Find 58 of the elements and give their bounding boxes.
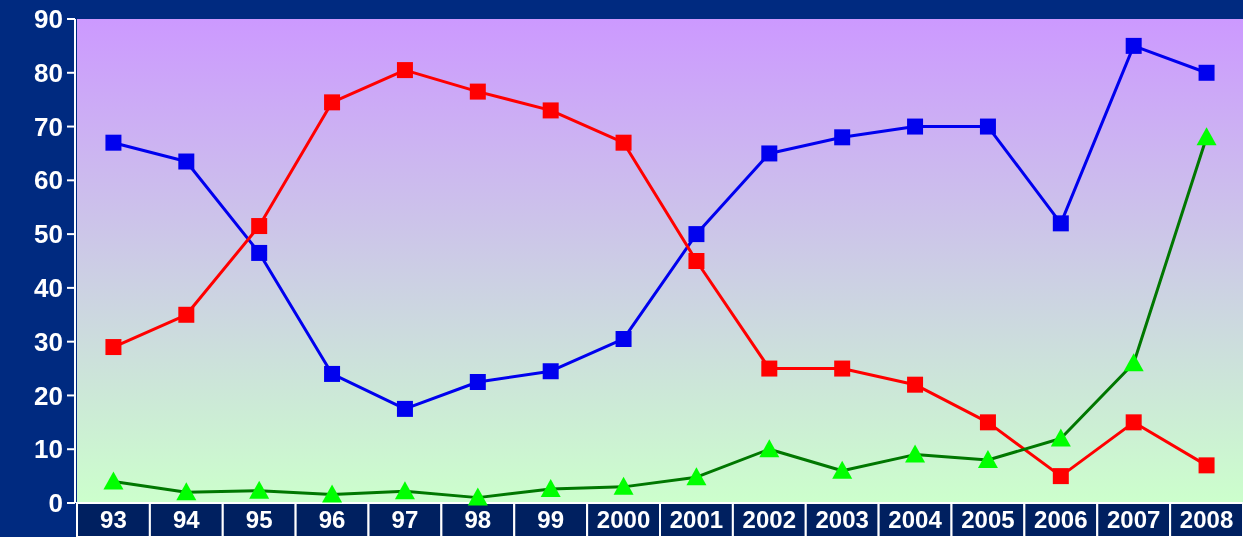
- x-tick-label: 2000: [596, 506, 651, 533]
- x-tick-label: 2001: [669, 506, 724, 533]
- point: [251, 244, 268, 261]
- point: [251, 218, 268, 235]
- point: [615, 330, 632, 347]
- point: [542, 102, 559, 119]
- point: [1125, 414, 1142, 431]
- x-tick-label: 93: [100, 506, 127, 533]
- x-tick-label: 2008: [1179, 506, 1234, 533]
- y-tick-label: 70: [34, 111, 63, 142]
- point: [834, 360, 851, 377]
- point: [396, 62, 413, 79]
- point: [615, 134, 632, 151]
- point: [1052, 215, 1069, 232]
- y-tick-label: 10: [34, 434, 63, 465]
- point: [907, 376, 924, 393]
- y-tick-label: 50: [34, 219, 63, 250]
- y-tick-label: 30: [34, 326, 63, 357]
- y-tick-label: 40: [34, 272, 63, 303]
- point: [979, 118, 996, 135]
- x-tick-label: 2003: [815, 506, 869, 533]
- point: [396, 400, 413, 417]
- point: [469, 374, 486, 390]
- point: [688, 226, 705, 243]
- x-tick-label: 99: [537, 506, 565, 533]
- y-tick-label: 20: [34, 380, 63, 411]
- point: [1125, 37, 1142, 54]
- point: [178, 306, 195, 323]
- x-tick-label: 97: [391, 506, 419, 533]
- x-tick-label: 96: [318, 506, 346, 533]
- point: [907, 118, 924, 135]
- point: [324, 94, 341, 111]
- x-tick-label: 2005: [961, 506, 1015, 533]
- point: [105, 134, 122, 151]
- x-tick-label: 2002: [742, 506, 797, 533]
- point: [1198, 457, 1215, 474]
- point: [105, 339, 122, 356]
- y-tick-label: 90: [34, 4, 63, 35]
- point: [979, 414, 996, 431]
- x-tick-label: 2004: [888, 506, 943, 533]
- x-tick-label: 2006: [1034, 506, 1088, 533]
- x-tick-label: 2007: [1106, 506, 1161, 533]
- point: [1198, 64, 1215, 81]
- x-tick-label: 95: [245, 506, 273, 533]
- point: [834, 129, 851, 146]
- point: [761, 360, 778, 377]
- point: [178, 153, 195, 170]
- point: [688, 253, 705, 269]
- y-tick-label: 0: [48, 488, 63, 519]
- x-tick-label: 94: [172, 506, 201, 533]
- point: [542, 363, 559, 380]
- y-tick-label: 80: [34, 57, 63, 88]
- point: [469, 83, 486, 100]
- point: [761, 145, 778, 162]
- point: [324, 365, 341, 382]
- x-tick-label: 98: [464, 506, 492, 533]
- y-tick-label: 60: [34, 165, 63, 196]
- point: [1052, 468, 1069, 485]
